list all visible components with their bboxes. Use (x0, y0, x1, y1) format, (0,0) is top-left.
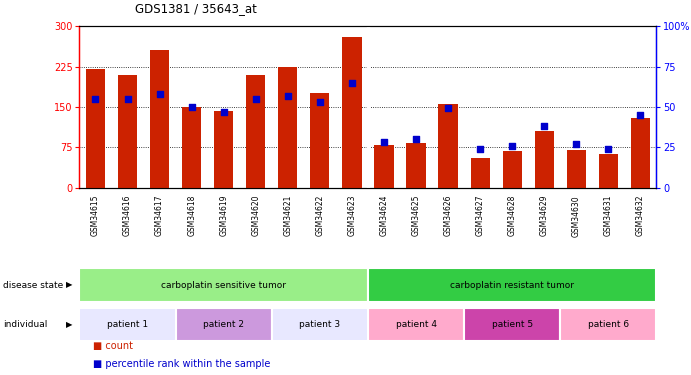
Text: disease state: disease state (3, 280, 64, 290)
Bar (598, 154, 618, 188)
Point (218, 109, 229, 115)
Text: carboplatin sensitive tumor: carboplatin sensitive tumor (161, 280, 286, 290)
Text: GSM34617: GSM34617 (155, 195, 164, 236)
Point (442, 105, 453, 111)
Bar (406, 143, 426, 188)
Point (379, 140, 390, 146)
Text: GSM34625: GSM34625 (412, 195, 421, 236)
Text: GSM34627: GSM34627 (475, 195, 484, 236)
Bar (631, 118, 650, 188)
Text: patient 3: patient 3 (299, 320, 341, 329)
Text: GSM34620: GSM34620 (252, 195, 261, 236)
Text: GSM34619: GSM34619 (219, 195, 228, 236)
Point (410, 136, 422, 142)
Bar (535, 131, 554, 188)
Text: GSM34631: GSM34631 (604, 195, 613, 236)
Point (475, 146, 486, 152)
Text: ▶: ▶ (66, 320, 73, 329)
Point (283, 93, 294, 99)
Point (90, 96, 101, 102)
Point (122, 96, 133, 102)
Text: ■ count: ■ count (93, 340, 133, 351)
Point (250, 96, 261, 102)
Text: individual: individual (3, 320, 48, 329)
Point (186, 104, 197, 110)
Bar (182, 107, 201, 188)
Text: GSM34624: GSM34624 (379, 195, 388, 236)
Text: GSM34632: GSM34632 (636, 195, 645, 236)
Bar (502, 151, 522, 188)
Bar (368, 268, 656, 302)
Text: patient 5: patient 5 (491, 320, 533, 329)
Text: GSM34623: GSM34623 (348, 195, 357, 236)
Bar (79, 268, 368, 302)
Text: GDS1381 / 35643_at: GDS1381 / 35643_at (135, 2, 256, 15)
Text: ▶: ▶ (66, 280, 73, 290)
Bar (246, 75, 265, 188)
Point (635, 112, 646, 118)
Bar (375, 144, 394, 188)
Text: GSM34616: GSM34616 (123, 195, 132, 236)
Text: GSM34615: GSM34615 (91, 195, 100, 236)
Bar (464, 308, 560, 341)
Text: GSM34628: GSM34628 (508, 195, 517, 236)
Point (603, 146, 614, 152)
Bar (176, 308, 272, 341)
Point (571, 141, 582, 147)
Bar (272, 308, 368, 341)
Point (507, 142, 518, 148)
Bar (471, 158, 490, 188)
Text: GSM34621: GSM34621 (283, 195, 292, 236)
Text: GSM34629: GSM34629 (540, 195, 549, 236)
Text: GSM34618: GSM34618 (187, 195, 196, 236)
Bar (567, 150, 586, 188)
Point (346, 80, 357, 86)
Text: GSM34622: GSM34622 (315, 195, 324, 236)
Bar (86, 69, 105, 188)
Bar (118, 75, 137, 188)
Point (154, 91, 165, 97)
Text: GSM34626: GSM34626 (444, 195, 453, 236)
Bar (214, 111, 234, 188)
Bar (560, 308, 656, 341)
Text: carboplatin resistant tumor: carboplatin resistant tumor (451, 280, 574, 290)
Text: ■ percentile rank within the sample: ■ percentile rank within the sample (93, 359, 271, 369)
Text: patient 4: patient 4 (395, 320, 437, 329)
Bar (150, 51, 169, 188)
Point (539, 123, 550, 129)
Text: GSM34630: GSM34630 (572, 195, 581, 237)
Text: patient 2: patient 2 (203, 320, 244, 329)
Text: patient 1: patient 1 (107, 320, 148, 329)
Bar (342, 37, 361, 188)
Text: patient 6: patient 6 (588, 320, 629, 329)
Point (314, 99, 325, 105)
Bar (310, 93, 330, 188)
Bar (368, 308, 464, 341)
Bar (79, 308, 176, 341)
Bar (278, 67, 297, 188)
Bar (439, 104, 457, 188)
